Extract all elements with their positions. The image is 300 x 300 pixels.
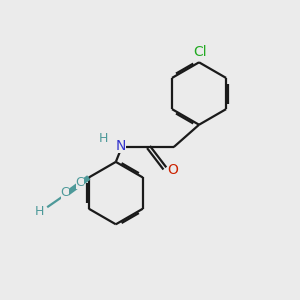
Text: O: O: [168, 163, 178, 177]
Text: C: C: [76, 176, 84, 189]
Text: C: C: [61, 186, 69, 199]
Text: H: H: [35, 205, 44, 218]
Text: H: H: [99, 132, 109, 145]
Text: N: N: [116, 140, 126, 153]
Text: Cl: Cl: [194, 45, 207, 59]
